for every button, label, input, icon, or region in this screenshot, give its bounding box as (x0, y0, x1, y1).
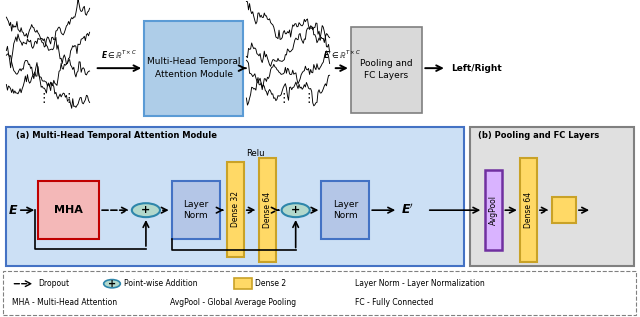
Circle shape (282, 203, 310, 217)
Text: Dense 64: Dense 64 (524, 192, 533, 228)
Text: FC - Fully Connected: FC - Fully Connected (355, 298, 433, 307)
Text: Dropout: Dropout (38, 279, 70, 288)
Text: Pooling and
FC Layers: Pooling and FC Layers (360, 59, 413, 81)
Bar (6, 127, 464, 266)
Text: ⋮: ⋮ (38, 92, 50, 105)
Bar (3, 271, 636, 315)
Text: Layer Norm - Layer Normalization: Layer Norm - Layer Normalization (355, 279, 485, 288)
Text: Left/Right: Left/Right (451, 64, 502, 73)
Text: (b) Pooling and FC Layers: (b) Pooling and FC Layers (478, 131, 599, 139)
Bar (234, 278, 252, 289)
Text: AvgPool: AvgPool (489, 195, 499, 225)
Text: $\boldsymbol{E}$: $\boldsymbol{E}$ (8, 204, 18, 217)
Bar (470, 127, 634, 266)
Bar (38, 181, 99, 239)
Text: Layer
Norm: Layer Norm (333, 200, 358, 220)
Text: +: + (291, 205, 300, 215)
Circle shape (132, 203, 160, 217)
Text: Dense 2: Dense 2 (255, 279, 286, 288)
Text: ⋮: ⋮ (278, 92, 290, 105)
Text: (a) Multi-Head Temporal Attention Module: (a) Multi-Head Temporal Attention Module (16, 131, 217, 139)
Text: $\boldsymbol{E}'$: $\boldsymbol{E}'$ (401, 203, 414, 217)
Bar (227, 162, 244, 257)
Text: MHA - Multi-Head Attention: MHA - Multi-Head Attention (12, 298, 116, 307)
Bar (552, 197, 576, 223)
Bar (3, 271, 636, 315)
Text: Multi-Head Temporal
Attention Module: Multi-Head Temporal Attention Module (147, 57, 241, 79)
Text: Relu: Relu (246, 150, 264, 158)
Text: Layer
Norm: Layer Norm (183, 200, 208, 220)
Text: MHA: MHA (54, 205, 83, 215)
Bar (520, 158, 537, 262)
Bar (144, 21, 243, 116)
Bar (172, 181, 220, 239)
Text: Dense 64: Dense 64 (262, 192, 272, 228)
Text: $\boldsymbol{E}'\in\mathbb{R}^{T\times C}$: $\boldsymbol{E}'\in\mathbb{R}^{T\times C… (323, 49, 361, 61)
Bar (351, 27, 422, 113)
Bar (321, 181, 369, 239)
Text: ⋮: ⋮ (63, 92, 75, 105)
Bar (259, 158, 276, 262)
Text: $\boldsymbol{E}\in\mathbb{R}^{T\times C}$: $\boldsymbol{E}\in\mathbb{R}^{T\times C}… (101, 49, 137, 61)
Text: +: + (108, 279, 116, 289)
Text: Dense 32: Dense 32 (230, 191, 240, 227)
Text: ⋮: ⋮ (303, 92, 315, 105)
Text: AvgPool - Global Average Pooling: AvgPool - Global Average Pooling (170, 298, 296, 307)
Bar (485, 170, 502, 250)
Text: Point-wise Addition: Point-wise Addition (124, 279, 197, 288)
Circle shape (104, 280, 120, 288)
Text: +: + (141, 205, 150, 215)
